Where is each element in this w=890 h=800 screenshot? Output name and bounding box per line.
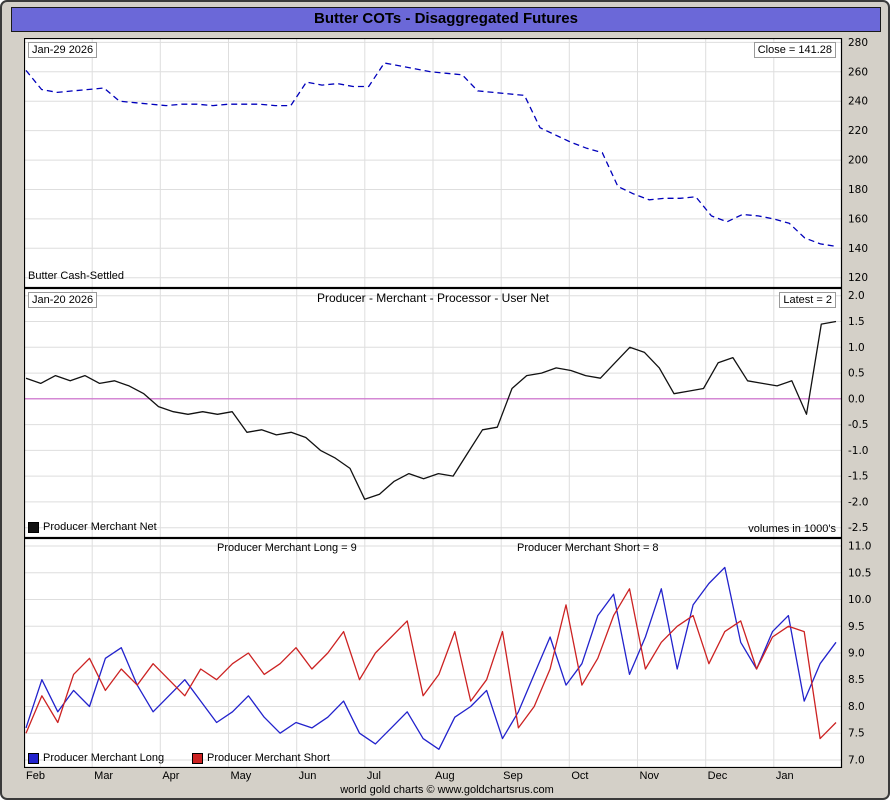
svg-text:10.5: 10.5 <box>848 567 871 579</box>
page-title: Butter COTs - Disaggregated Futures <box>314 10 578 27</box>
short-latest-label: Producer Merchant Short = 8 <box>517 542 659 554</box>
x-axis-label-sep: Sep <box>503 770 523 782</box>
long-legend-swatch <box>28 752 39 764</box>
svg-text:260: 260 <box>848 66 868 78</box>
long-legend: Producer Merchant Long <box>28 752 164 764</box>
svg-text:10.0: 10.0 <box>848 594 871 606</box>
net-legend-swatch <box>28 521 39 533</box>
net-date-label: Jan-20 2026 <box>28 292 98 308</box>
x-axis-label-oct: Oct <box>571 770 589 782</box>
x-axis-label-jun: Jun <box>298 770 317 782</box>
long-legend-label: Producer Merchant Long <box>43 752 165 764</box>
net-latest-label: Latest = 2 <box>779 292 836 308</box>
svg-text:11.0: 11.0 <box>848 541 871 553</box>
price-date-label: Jan-29 2026 <box>28 42 98 58</box>
svg-text:0.0: 0.0 <box>848 393 865 405</box>
svg-text:1.5: 1.5 <box>848 316 865 328</box>
svg-text:-1.0: -1.0 <box>848 445 869 457</box>
net-chart-panel: 2.0 1.5 1.0 0.5 0.0 -0.5 -1.0 -1.5 -2.0 -2.5 <box>24 288 869 538</box>
svg-text:-1.5: -1.5 <box>848 471 869 483</box>
x-axis-label-feb: Feb <box>26 770 45 782</box>
svg-text:7.5: 7.5 <box>848 728 865 740</box>
svg-text:8.5: 8.5 <box>848 674 865 686</box>
long-latest-label: Producer Merchant Long = 9 <box>217 542 357 554</box>
x-axis-label-jan: Jan <box>775 770 794 782</box>
long-short-chart-panel: 11.0 10.5 10.0 9.5 9.0 8.5 8.0 7.5 7.0 <box>24 538 871 768</box>
x-axis-label-nov: Nov <box>639 770 660 782</box>
svg-text:-2.5: -2.5 <box>848 522 869 534</box>
svg-text:1.0: 1.0 <box>848 342 865 354</box>
svg-text:9.0: 9.0 <box>848 648 865 660</box>
price-chart-panel: 280 260 240 220 200 180 160 140 120 <box>24 38 868 288</box>
svg-text:160: 160 <box>848 213 868 225</box>
chart-title-bar: Butter COTs - Disaggregated Futures <box>11 7 881 32</box>
net-legend-label: Producer Merchant Net <box>43 521 157 533</box>
svg-text:-2.0: -2.0 <box>848 496 869 508</box>
net-legend: Producer Merchant Net <box>28 521 157 533</box>
svg-text:7.0: 7.0 <box>848 755 865 767</box>
volumes-units-label: volumes in 1000's <box>748 523 836 535</box>
x-axis-label-apr: Apr <box>162 770 180 782</box>
short-legend-label: Producer Merchant Short <box>207 752 330 764</box>
x-axis-label-dec: Dec <box>707 770 728 782</box>
svg-text:0.5: 0.5 <box>848 368 865 380</box>
svg-text:200: 200 <box>848 155 868 167</box>
svg-text:280: 280 <box>848 38 868 49</box>
short-legend-swatch <box>192 752 203 764</box>
short-legend: Producer Merchant Short <box>192 752 330 764</box>
svg-text:8.0: 8.0 <box>848 701 865 713</box>
svg-text:220: 220 <box>848 125 868 137</box>
x-axis-label-aug: Aug <box>435 770 455 782</box>
svg-text:240: 240 <box>848 96 868 108</box>
svg-text:2.0: 2.0 <box>848 290 865 302</box>
x-axis-label-mar: Mar <box>94 770 114 782</box>
svg-text:180: 180 <box>848 184 868 196</box>
svg-text:140: 140 <box>848 243 868 255</box>
x-axis-label-may: May <box>230 770 252 782</box>
footer-credit: world gold charts © www.goldchartsrus.co… <box>340 784 554 796</box>
svg-text:-0.5: -0.5 <box>848 419 869 431</box>
price-close-label: Close = 141.28 <box>753 42 836 58</box>
net-panel-title: Producer - Merchant - Processor - User N… <box>316 291 550 305</box>
price-series-name: Butter Cash-Settled <box>28 270 124 282</box>
x-axis-label-jul: Jul <box>366 770 381 782</box>
svg-text:120: 120 <box>848 272 868 284</box>
svg-text:9.5: 9.5 <box>848 621 865 633</box>
x-axis-labels: Feb Mar Apr May Jun Jul Aug Sep Oct Nov Dec Jan <box>24 770 842 784</box>
